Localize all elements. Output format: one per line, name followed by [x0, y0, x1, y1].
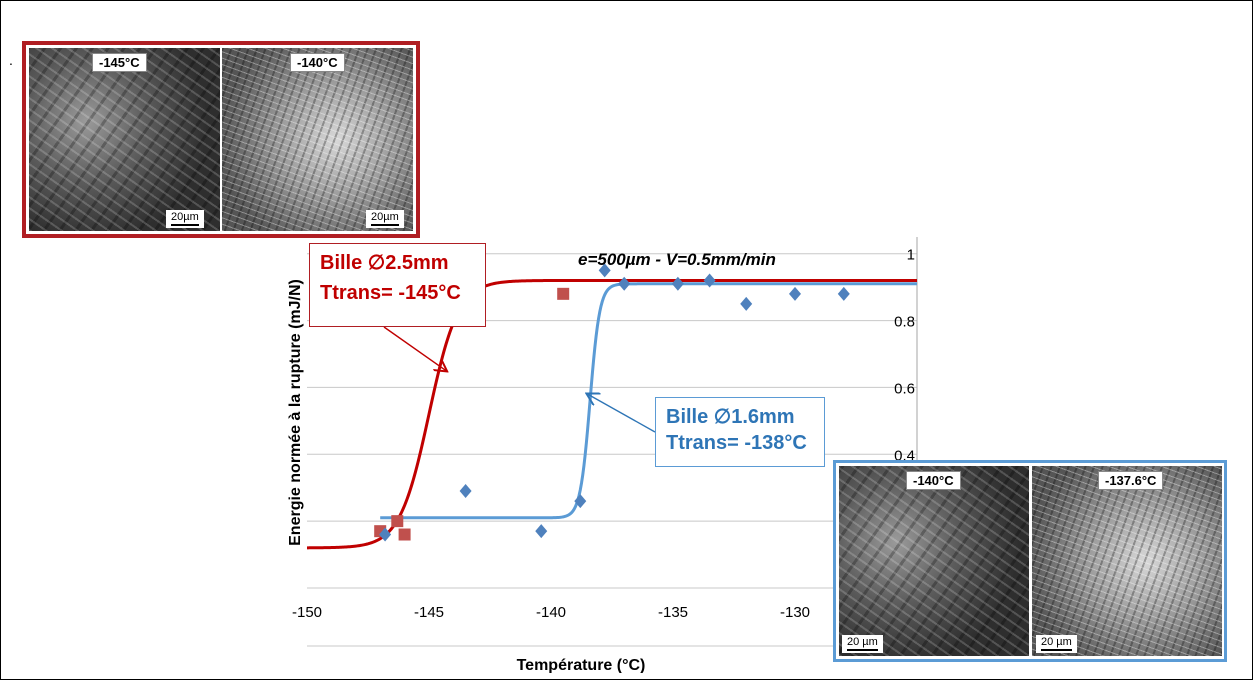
fit-curves: [307, 278, 917, 550]
data-point-square: [557, 287, 570, 300]
fractograph-temp-label: -140°C: [290, 53, 345, 72]
fractograph-image: [29, 48, 220, 231]
data-point-square: [398, 528, 411, 541]
y-tick-label: 0.6: [894, 380, 915, 397]
scale-bar: 20µm: [366, 210, 404, 228]
data-point-diamond: [740, 296, 753, 311]
axes: 0.20.40.60.81-150-145-140-135-130Tempéra…: [287, 237, 918, 673]
fractograph-image: [222, 48, 413, 231]
data-point-square: [391, 515, 404, 528]
y-tick-label: 1: [907, 247, 915, 264]
callout-1-6mm: Bille ∅1.6mm Ttrans= -138°C: [655, 397, 825, 467]
data-point-diamond: [703, 273, 716, 288]
data-point-diamond: [459, 484, 472, 499]
scale-bar-label: 20 µm: [847, 636, 878, 648]
x-tick-label: -140: [536, 604, 566, 621]
data-point-diamond: [574, 494, 587, 509]
callout-transition: Ttrans= -145°C: [320, 282, 461, 304]
data-point-diamond: [379, 527, 392, 542]
fractograph-temp-label: -140°C: [906, 471, 961, 490]
x-tick-label: -150: [292, 604, 322, 621]
x-axis-title: Température (°C): [517, 657, 646, 673]
scale-bar-label: 20µm: [171, 211, 199, 223]
data-points: [374, 263, 850, 542]
data-point-diamond: [535, 524, 548, 539]
y-tick-label: 0.8: [894, 314, 915, 331]
scale-bar-label: 20 µm: [1041, 636, 1072, 648]
fit-curve: [380, 282, 917, 520]
fractograph-inset-red: -145°C -140°C 20µm 20µm: [22, 41, 420, 238]
data-point-diamond: [789, 286, 801, 301]
test-parameters: e=500µm - V=0.5mm/min: [578, 250, 776, 269]
y-axis-title: Energie normée à la rupture (mJ/N): [287, 279, 304, 546]
fit-curve: [307, 278, 917, 550]
callout-transition: Ttrans= -138°C: [666, 432, 807, 454]
callout-title: Bille ∅2.5mm: [320, 252, 449, 274]
data-point-diamond: [598, 263, 611, 278]
scale-bar: 20 µm: [1036, 635, 1077, 653]
data-point-diamond: [671, 276, 684, 291]
scale-bar: 20 µm: [842, 635, 883, 653]
callout-arrow: [588, 394, 656, 433]
fractograph-temp-label: -145°C: [92, 53, 147, 72]
scale-bar-label: 20µm: [371, 211, 399, 223]
fractograph-inset-blue: -140°C -137.6°C 20 µm 20 µm: [833, 460, 1227, 662]
fractograph-temp-label: -137.6°C: [1098, 471, 1164, 490]
scale-bar: 20µm: [166, 210, 204, 228]
callout-title: Bille ∅1.6mm: [666, 406, 795, 428]
stray-dot: .: [9, 52, 13, 68]
x-tick-label: -130: [780, 604, 810, 621]
data-point-diamond: [837, 286, 850, 301]
callout-arrow: [383, 326, 446, 371]
callout-arrows: [383, 326, 656, 433]
data-point-diamond: [618, 276, 631, 291]
gridlines: [307, 253, 917, 647]
fractograph-image: [839, 466, 1029, 656]
x-tick-label: -145: [414, 604, 444, 621]
fractograph-image: [1032, 466, 1222, 656]
callout-2-5mm: Bille ∅2.5mm Ttrans= -145°C: [309, 243, 486, 327]
x-tick-label: -135: [658, 604, 688, 621]
